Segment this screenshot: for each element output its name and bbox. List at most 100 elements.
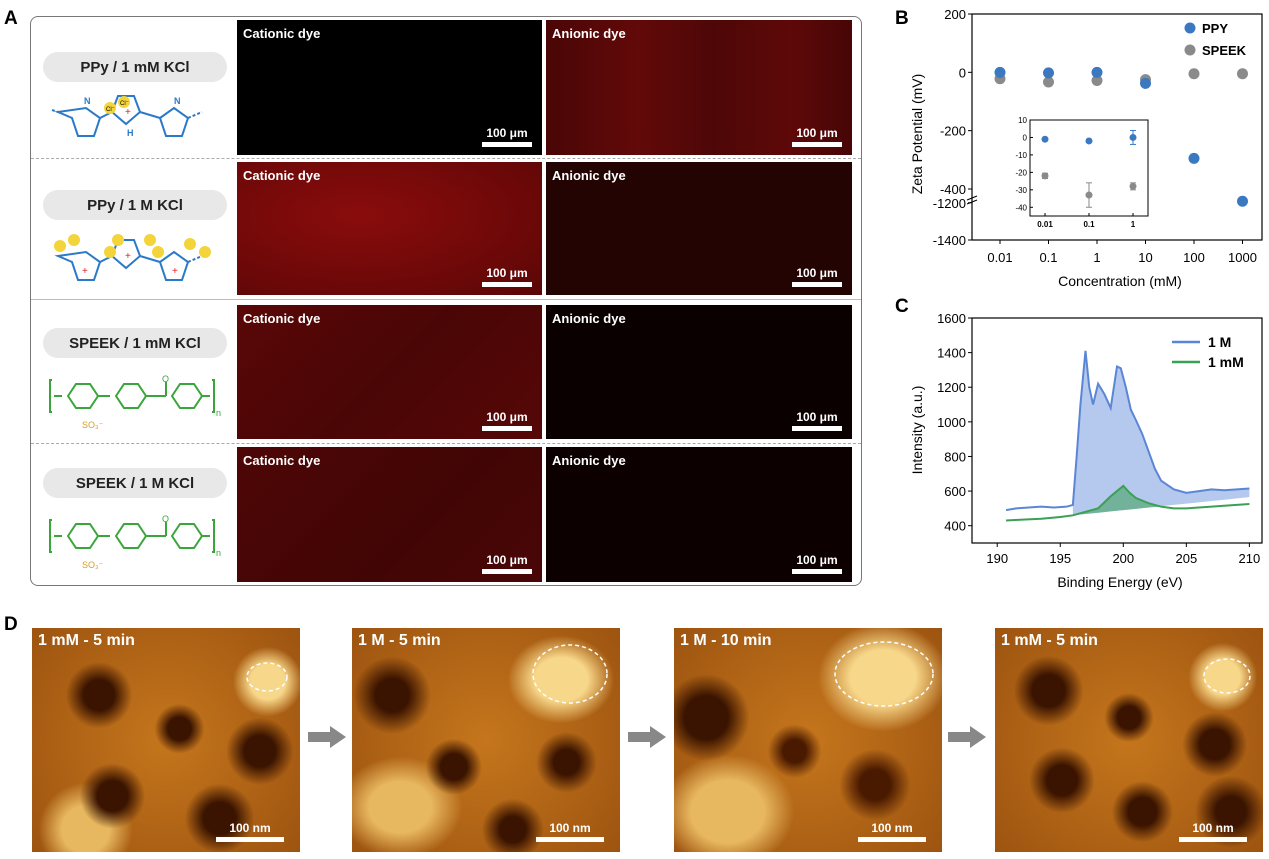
scale-bar: 100 μm	[482, 553, 532, 574]
fluorescence-image: Cationic dye 100 μm	[237, 447, 542, 582]
scale-label: 100 μm	[796, 553, 838, 567]
x-tick-label: 205	[1175, 551, 1197, 566]
y-tick-label: -1200	[933, 196, 966, 211]
cl-ion-marker	[68, 234, 80, 246]
scale-label: 100 nm	[1192, 821, 1234, 835]
scale-bar: 100 nm	[216, 821, 284, 842]
fluorescence-image: Anionic dye 100 μm	[546, 305, 852, 439]
nh-label: N	[174, 96, 181, 106]
data-point-ppy	[1091, 66, 1103, 78]
inset-data-point	[1129, 182, 1137, 190]
scale-bar: 100 nm	[536, 821, 604, 842]
row-label-speek-1mm: SPEEK / 1 mM KCl	[43, 328, 227, 358]
legend-label: SPEEK	[1202, 43, 1247, 58]
scale-bar: 100 nm	[1179, 821, 1247, 842]
inset-y-tick-label: 10	[1018, 116, 1027, 125]
afm-label: 1 mM - 5 min	[1001, 632, 1098, 649]
scale-bar: 100 nm	[858, 821, 926, 842]
repeat-unit-n: n	[216, 408, 221, 418]
highlight-ellipse	[1203, 658, 1251, 694]
spectrum-line-1m	[1005, 350, 1250, 512]
cl-ion-marker	[104, 246, 116, 258]
cl-ion-marker	[118, 96, 130, 108]
scale-label: 100 μm	[486, 126, 528, 140]
sulfonate-label: SO₃⁻	[82, 420, 104, 430]
inset-x-tick-label: 0.01	[1037, 220, 1053, 229]
cl-ion-marker	[144, 234, 156, 246]
positive-charge: +	[125, 107, 131, 118]
scale-label: 100 μm	[486, 553, 528, 567]
scale-bar: 100 μm	[482, 410, 532, 431]
image-label: Anionic dye	[552, 311, 626, 326]
speek-structure-1m: O n SO₃⁻	[49, 514, 221, 570]
scale-label: 100 μm	[486, 410, 528, 424]
legend-label: 1 mM	[1208, 354, 1244, 370]
image-label: Cationic dye	[243, 26, 321, 41]
arrow-icon	[308, 726, 346, 748]
xps-spectrum-chart: 400 600 800 1000 1200 1400 1600 190 195 200 205 210…	[909, 311, 1263, 590]
data-point-ppy	[994, 66, 1006, 78]
inset-y-tick-label: 0	[1023, 133, 1028, 142]
y-tick-label: 200	[944, 7, 966, 22]
y-tick-label: 1400	[937, 346, 966, 361]
inset-y-tick-label: -40	[1015, 203, 1027, 212]
x-tick-label: 195	[1049, 551, 1071, 566]
x-tick-label: 210	[1239, 551, 1261, 566]
peak-fill-area	[1072, 350, 1250, 516]
row-divider	[31, 158, 861, 159]
y-axis-label: Intensity (a.u.)	[909, 386, 925, 475]
image-label: Cationic dye	[243, 453, 321, 468]
inset-y-tick-label: -10	[1015, 151, 1027, 160]
scale-label: 100 μm	[796, 126, 838, 140]
x-tick-label: 0.01	[987, 250, 1012, 265]
repeat-unit-n: n	[216, 548, 221, 558]
afm-image: 1 M - 5 min 100 nm	[352, 628, 620, 852]
highlight-ellipse	[532, 644, 608, 704]
axis-break-mark	[966, 199, 978, 205]
plot-frame	[971, 317, 1263, 544]
cl-ion-marker	[104, 102, 116, 114]
row-label-ppy-1m: PPy / 1 M KCl	[43, 190, 227, 220]
legend-marker	[1184, 22, 1196, 34]
fluorescence-image: Cationic dye 100 μm	[237, 162, 542, 295]
positive-charge: +	[82, 266, 88, 277]
sulfonate-label: SO₃⁻	[82, 560, 104, 570]
axis-break-mark	[966, 195, 978, 201]
data-point-speek	[1237, 68, 1248, 80]
afm-label: 1 M - 5 min	[358, 632, 441, 649]
cl-ion-label: Cl⁻	[106, 107, 115, 113]
panel-label-c: C	[895, 296, 909, 317]
fluorescence-image: Anionic dye 100 μm	[546, 20, 852, 155]
afm-image: 1 mM - 5 min 100 nm	[32, 628, 300, 852]
inset-x-tick-label: 1	[1131, 220, 1136, 229]
scale-label: 100 nm	[229, 821, 271, 835]
cl-ion-label: Cl⁻	[120, 101, 129, 107]
inset-y-tick-label: -30	[1015, 186, 1027, 195]
data-point-ppy	[1043, 67, 1054, 79]
scale-bar: 100 μm	[482, 266, 532, 287]
y-tick-label: 1600	[937, 311, 966, 326]
row-divider	[31, 299, 861, 300]
fluorescence-image: Cationic dye 100 μm	[237, 20, 542, 155]
cl-ion-marker	[184, 238, 196, 250]
y-tick-label: 1000	[937, 415, 966, 430]
data-point-ppy	[1237, 195, 1248, 207]
legend-marker	[1184, 44, 1196, 56]
y-tick-label: -200	[940, 124, 966, 139]
positive-charge: +	[125, 251, 131, 262]
y-tick-label: 1200	[937, 380, 966, 395]
y-tick-label: 400	[944, 519, 966, 534]
nh-label: N	[84, 96, 91, 106]
x-tick-label: 200	[1112, 551, 1134, 566]
scale-label: 100 μm	[486, 266, 528, 280]
afm-image: 1 mM - 5 min 100 nm	[995, 628, 1263, 852]
cl-ion-marker	[152, 246, 164, 258]
x-axis-label: Concentration (mM)	[1058, 273, 1182, 289]
scale-label: 100 nm	[871, 821, 913, 835]
image-label: Cationic dye	[243, 311, 321, 326]
inset-data-point	[1041, 135, 1049, 143]
data-point-speek	[1188, 68, 1200, 80]
scale-label: 100 μm	[796, 266, 838, 280]
fluorescence-image: Anionic dye 100 μm	[546, 162, 852, 295]
y-tick-label: 800	[944, 449, 966, 464]
